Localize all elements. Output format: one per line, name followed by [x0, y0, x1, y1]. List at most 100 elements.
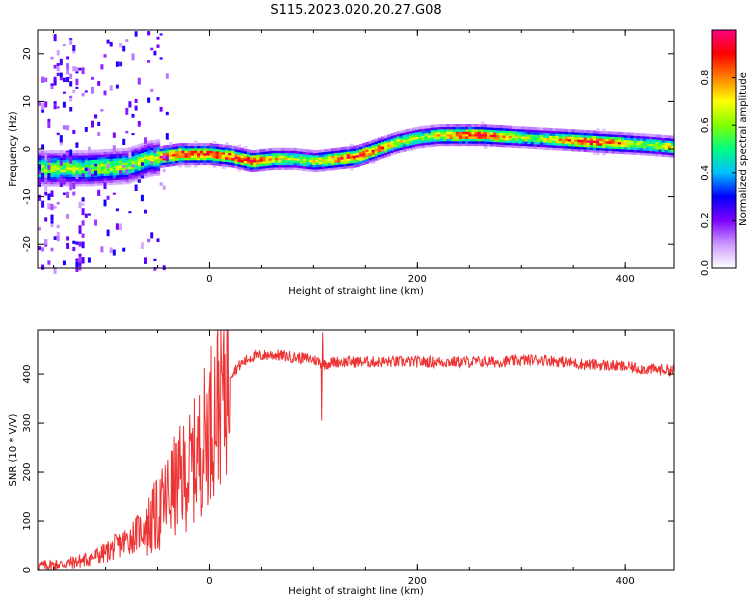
- spectrogram-cell: [265, 167, 270, 171]
- spectrogram-cell: [41, 173, 45, 179]
- spectrogram-cell: [228, 154, 232, 158]
- spectrogram-cell: [321, 165, 326, 169]
- spectrogram-cell: [81, 208, 85, 216]
- spectrogram-cell: [462, 128, 466, 132]
- spectrogram-cell: [237, 151, 242, 155]
- spectrogram-cell: [356, 157, 360, 160]
- spectrogram-cell: [193, 162, 198, 166]
- spectrogram-cell: [611, 143, 616, 147]
- spectrogram-cell: [56, 162, 61, 166]
- spectrogram-cell: [134, 175, 139, 179]
- spectrogram-cell: [134, 149, 139, 153]
- spectrogram-cell: [53, 104, 57, 110]
- spectrogram-cell: [399, 135, 404, 139]
- spectrogram-cell: [571, 138, 575, 142]
- spectrogram-cell: [377, 156, 382, 160]
- spectrogram-cell: [172, 163, 176, 166]
- spectrogram-cell: [187, 150, 192, 154]
- spectrogram-cell: [50, 178, 55, 182]
- spectrogram-cell: [100, 166, 105, 169]
- spectrogram-cell: [62, 171, 67, 175]
- spectrogram-cell: [75, 154, 80, 158]
- spectrogram-cell: [162, 145, 167, 149]
- spectrogram-cell: [284, 159, 288, 163]
- spectrogram-cell: [524, 145, 529, 149]
- snr-y-tick: 300: [22, 414, 674, 433]
- spectrogram-cell: [474, 126, 479, 130]
- spectrogram-cell: [38, 152, 42, 156]
- spectrogram-cell: [53, 79, 57, 86]
- spectrogram-cell: [140, 194, 144, 202]
- spectrogram-cell: [486, 129, 491, 133]
- spectrogram-cell: [250, 169, 254, 172]
- spectrogram-cell: [490, 131, 494, 135]
- spectrogram-cell: [193, 150, 198, 154]
- spectrogram-cell: [119, 61, 123, 67]
- spectrogram-cell: [458, 133, 463, 137]
- spectrogram-cell: [296, 153, 301, 156]
- spectrogram-cell: [415, 126, 419, 130]
- spectrogram-cell: [87, 183, 92, 187]
- spectrogram-cell: [574, 136, 578, 140]
- spectrogram-cell: [561, 133, 566, 137]
- spectrogram-cell: [140, 159, 145, 163]
- spectrogram-cell: [125, 157, 129, 161]
- spectrogram-cell: [315, 159, 320, 163]
- spectrogram-cell: [66, 56, 70, 60]
- spectrogram-cell: [583, 146, 588, 150]
- spectrogram-cell: [112, 160, 117, 164]
- spectrogram-cell: [262, 158, 267, 162]
- spectrogram-cell: [147, 157, 151, 161]
- spectrogram-cell: [296, 150, 301, 154]
- spectrogram-cell: [337, 159, 341, 163]
- spectrogram-cell: [281, 166, 285, 170]
- spectrogram-cell: [218, 158, 223, 162]
- spectrogram-cell: [125, 176, 129, 180]
- spectrogram-cell: [271, 162, 276, 166]
- spectrogram-cell: [66, 169, 70, 173]
- spectrogram-cell: [539, 132, 544, 136]
- spectrogram-cell: [153, 139, 158, 143]
- spectrogram-cell: [602, 131, 606, 134]
- spectrogram-cell: [655, 134, 659, 138]
- spectrogram-cell: [515, 135, 519, 139]
- spectrogram-cell: [62, 162, 67, 166]
- spectrogram-cell: [134, 178, 139, 182]
- spectrogram-cell: [175, 162, 179, 166]
- spectrogram-cell: [337, 157, 341, 160]
- spectrogram-cell: [181, 145, 186, 149]
- spectrogram-cell: [605, 147, 610, 151]
- spectrogram-cell: [374, 155, 379, 159]
- spectrogram-cell: [356, 164, 360, 168]
- spectrogram-cell: [119, 181, 123, 185]
- spectrogram-cell: [568, 129, 572, 133]
- spectrogram-cell: [493, 131, 497, 135]
- spectrogram-cell: [246, 151, 251, 155]
- spectrogram-cell: [200, 162, 204, 166]
- spectrogram-cell: [78, 256, 82, 263]
- spectrogram-cell: [539, 146, 544, 150]
- spectrogram-cell: [268, 148, 273, 152]
- spectrogram-cell: [66, 63, 70, 70]
- spectrogram-cell: [53, 152, 58, 156]
- spectrogram-cell: [56, 63, 60, 67]
- spectrogram-cell: [115, 84, 119, 89]
- spectrogram-cell: [38, 101, 41, 106]
- spectrogram-cell: [596, 149, 600, 153]
- spectrogram-cell: [50, 247, 54, 252]
- spectrogram-cell: [549, 139, 553, 143]
- spectrogram-cell: [94, 164, 98, 167]
- spectrogram-cell: [527, 136, 532, 140]
- spectrogram-cell: [125, 150, 129, 154]
- spectrogram-cell: [480, 133, 485, 137]
- spectrogram-cell: [128, 170, 133, 174]
- spectrogram-cell: [125, 130, 129, 134]
- spectrogram-cell: [221, 161, 226, 165]
- spectrogram-cell: [352, 157, 357, 161]
- spectrogram-cell: [455, 133, 460, 137]
- spectrogram-cell: [424, 125, 429, 129]
- spectrogram-cell: [343, 165, 348, 169]
- spectrogram-cell: [150, 168, 154, 172]
- spectrogram-cell: [47, 121, 51, 129]
